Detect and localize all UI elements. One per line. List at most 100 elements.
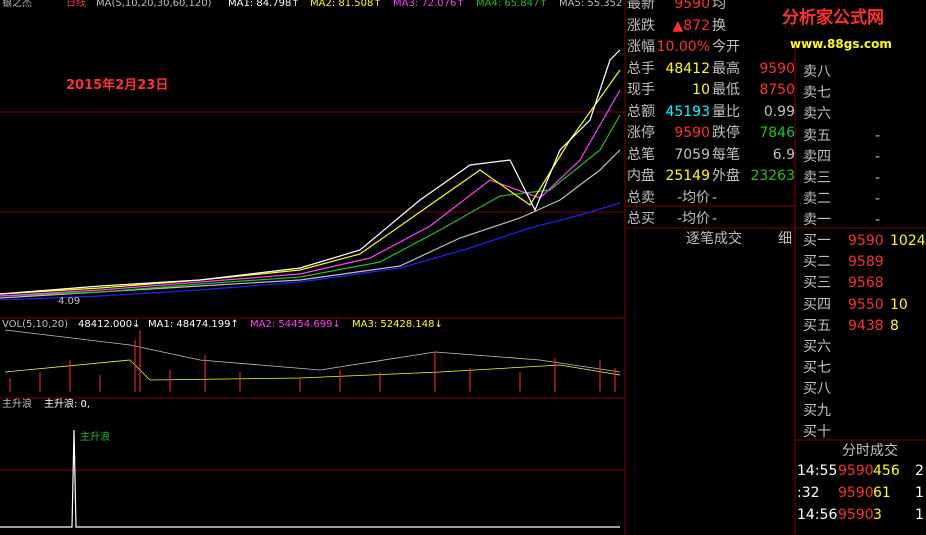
- logo-title: 分析家公式网: [782, 8, 884, 28]
- buy-level: 8: [890, 317, 899, 334]
- tick-trade: 9590: [838, 507, 874, 523]
- low-price-label: 4.09: [58, 296, 81, 307]
- buy-level: 买六: [803, 339, 831, 355]
- quote-cell: 换: [712, 17, 726, 34]
- buy-level: 买九: [803, 402, 831, 419]
- quote-cell: 9590: [759, 60, 795, 77]
- buy-level: 买五: [803, 317, 831, 334]
- tick-trade: 2: [915, 463, 924, 479]
- quote-cell: 23263: [750, 168, 795, 184]
- tick-trade: 9590: [838, 485, 874, 501]
- tick-trade: :32: [797, 485, 820, 501]
- quote-cell: 跌停: [712, 125, 740, 141]
- quote-cell: 外盘: [712, 168, 740, 184]
- quote-cell: 涨停: [627, 125, 655, 141]
- sell-level: -: [875, 170, 881, 186]
- period: 日线: [66, 0, 86, 9]
- quote-cell: 25149: [665, 168, 710, 184]
- sell-level: 卖三: [803, 170, 831, 186]
- stock-name: 银之杰: [2, 0, 32, 9]
- quote-cell: 涨跌: [627, 17, 655, 34]
- buy-level: 10: [890, 296, 908, 313]
- quote-cell: 每笔: [712, 146, 740, 163]
- quote-cell: 10: [692, 82, 710, 98]
- quote-cell: 总手: [627, 60, 655, 77]
- signal-label: 主升浪: [80, 432, 110, 443]
- buy-level: 10247: [890, 233, 926, 249]
- ma-value: MA2: 81.508↑: [310, 0, 382, 9]
- sell-level: 卖七: [803, 85, 831, 102]
- tab[interactable]: 逐笔成交: [686, 231, 742, 247]
- quote-cell: -均价: [676, 211, 710, 227]
- sell-level: -: [875, 127, 881, 144]
- ma-value: MA5: 55.352: [559, 0, 623, 9]
- ma-params: MA(5,10,20,30,60,120): [96, 0, 212, 9]
- tick-trade: 1: [915, 507, 924, 523]
- quote-cell: 10.00%: [656, 39, 710, 55]
- buy-level: 买八: [803, 381, 831, 398]
- logo-url: www.88gs.com: [790, 37, 892, 51]
- sell-level: -: [875, 212, 881, 229]
- quote-cell: 45193: [665, 103, 710, 120]
- ma-value: MA4: 65.847↑: [476, 0, 548, 9]
- buy-level: 9568: [848, 275, 884, 292]
- quote-cell: -: [712, 189, 718, 206]
- tick-trade: 3: [873, 507, 882, 523]
- buy-level: 买二: [803, 254, 831, 271]
- buy-level: 买一: [803, 233, 831, 249]
- quote-cell: 现手: [627, 82, 655, 98]
- quote-cell: 最高: [712, 60, 740, 77]
- indicator-name: 主升浪: [2, 399, 32, 410]
- quote-cell: -均价: [676, 189, 710, 206]
- vol-ma: MA2: 54454.699↓: [250, 319, 341, 330]
- quote-cell: 7059: [674, 146, 710, 163]
- volume-bars: [9, 330, 616, 392]
- sell-level: -: [875, 148, 881, 165]
- buy-level: 买十: [803, 423, 831, 440]
- tab[interactable]: 细: [778, 231, 792, 247]
- tick-trade: 14:55: [797, 463, 838, 479]
- sell-level: 卖一: [803, 212, 831, 229]
- sell-level: 卖四: [803, 148, 831, 165]
- quote-cell: 最新: [627, 0, 655, 12]
- quote-cell: 9590: [674, 0, 710, 12]
- tab[interactable]: 分时成交: [842, 443, 898, 459]
- buy-level: 买四: [803, 296, 831, 313]
- quote-cell: 涨幅: [627, 39, 655, 55]
- quote-cell: 6.9: [772, 146, 795, 163]
- quote-cell: 总买: [627, 211, 655, 227]
- indicator-value: 主升浪: 0,: [44, 399, 91, 410]
- vol-params: VOL(5,10,20): [2, 319, 69, 330]
- quote-cell: 量比: [712, 103, 740, 120]
- buy-level: 9589: [848, 254, 884, 271]
- vol-ma: MA3: 52428.148↓: [352, 319, 443, 330]
- quote-cell: ▲872: [672, 17, 711, 34]
- buy-level: 9438: [848, 317, 884, 334]
- price-lines: [0, 49, 621, 528]
- quote-cell: 最低: [712, 82, 740, 98]
- quote-cell: 8750: [759, 82, 795, 98]
- quote-cell: 0.99: [763, 103, 795, 120]
- buy-level: 买七: [803, 360, 831, 377]
- quote-cell: 总额: [627, 103, 655, 120]
- quote-cell: 内盘: [627, 168, 655, 184]
- ma-value: MA3: 72.076↑: [393, 0, 465, 9]
- quote-cell: 7846: [759, 125, 795, 141]
- quote-cell: 9590: [674, 125, 710, 141]
- buy-level: 9590: [848, 233, 884, 249]
- sell-level: 卖二: [803, 191, 831, 208]
- sell-level: 卖八: [803, 64, 831, 80]
- ma-value: MA1: 84.798↑: [228, 0, 300, 9]
- date-annotation: 2015年2月23日: [66, 78, 169, 93]
- sell-level: 卖六: [803, 106, 831, 123]
- quote-cell: 均: [712, 0, 726, 12]
- quote-cell: 总卖: [627, 189, 655, 206]
- tick-trade: 9590: [838, 463, 874, 479]
- quote-cell: 总笔: [627, 146, 655, 163]
- buy-level: 买三: [803, 275, 831, 292]
- tick-trade: 14:56: [797, 507, 838, 523]
- quote-cell: -: [712, 211, 718, 227]
